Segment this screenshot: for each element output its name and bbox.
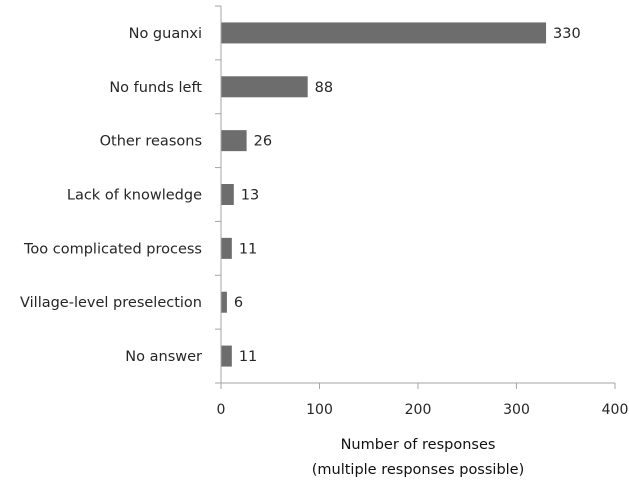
x-tick-label: 0: [217, 402, 226, 418]
category-label: Other reasons: [100, 134, 202, 150]
bar: [221, 130, 247, 152]
x-tick-label: 400: [602, 402, 629, 418]
bar: [221, 22, 547, 44]
bars-layer: [221, 22, 547, 367]
bar: [221, 345, 232, 367]
data-label: 88: [315, 80, 333, 96]
x-tick-label: 100: [306, 402, 333, 418]
x-axis-subtitle: (multiple responses possible): [312, 462, 525, 478]
x-axis-title: Number of responses: [341, 437, 496, 453]
axis-layer: [215, 5, 616, 389]
data-label: 6: [234, 295, 243, 311]
data-label: 26: [254, 134, 272, 150]
labels-layer: No guanxi 330 No funds left 88 Other reasons…: [20, 26, 628, 418]
bar: [221, 184, 234, 205]
category-label: No answer: [125, 349, 202, 365]
bar: [221, 291, 227, 313]
data-label: 11: [239, 349, 257, 365]
category-label: No funds left: [109, 80, 202, 96]
data-label: 11: [239, 241, 257, 257]
category-label: Too complicated process: [23, 241, 202, 257]
data-label: 330: [553, 26, 581, 42]
x-tick-label: 200: [405, 402, 432, 418]
x-tick-label: 300: [503, 402, 530, 418]
bar: [221, 76, 308, 98]
data-label: 13: [241, 188, 259, 204]
category-label: Village-level preselection: [20, 295, 202, 311]
category-label: Lack of knowledge: [67, 188, 202, 204]
category-label: No guanxi: [129, 26, 202, 42]
bar: [221, 237, 232, 259]
